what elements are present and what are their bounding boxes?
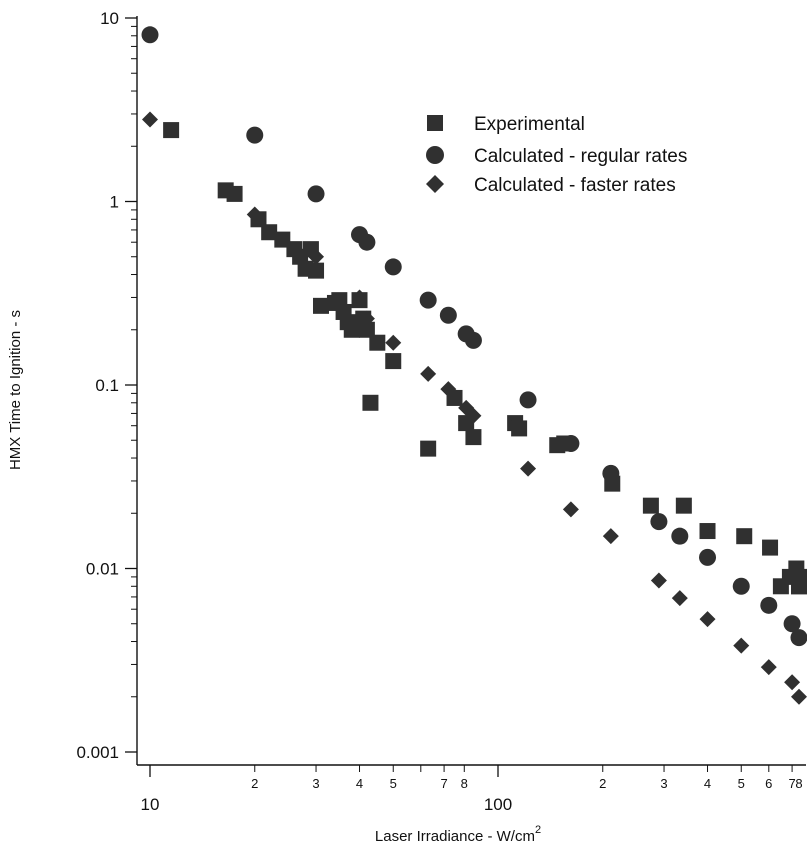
x-minor-tick-label: 4	[704, 776, 711, 791]
calculated-faster-rates-point	[246, 206, 263, 223]
calculated-faster-rates-point	[520, 460, 537, 477]
calculated-faster-rates-point	[142, 111, 158, 128]
x-minor-tick-label: 4	[356, 776, 363, 791]
legend: Experimental Calculated - regular rates …	[426, 114, 687, 196]
calculated-faster-rates-point	[358, 310, 375, 327]
calculated-regular-rates-point	[358, 233, 376, 251]
x-axis-title-main: Laser Irradiance - W/cm	[375, 828, 535, 845]
experimental-point	[511, 420, 528, 437]
axes	[136, 16, 806, 766]
y-axis-title: HMX Time to Ignition - s	[7, 310, 24, 470]
calculated-regular-rates-point	[732, 577, 750, 595]
x-minor-tick-label: 2	[599, 776, 606, 791]
experimental-point	[261, 224, 278, 241]
calculated-faster-rates-point	[420, 365, 437, 382]
experimental-point	[699, 523, 716, 540]
x-minor-tick-label: 8	[795, 776, 802, 791]
experimental-point	[465, 429, 482, 446]
calculated-faster-rates-point	[671, 590, 688, 607]
x-minor-tick-label: 7	[788, 776, 795, 791]
calculated-regular-rates-point	[790, 629, 807, 647]
x-minor-tick-label: 8	[461, 776, 468, 791]
experimental-point	[274, 231, 291, 248]
experimental-point	[736, 528, 753, 545]
legend-label-calculated-regular: Calculated - regular rates	[474, 146, 687, 167]
calculated-regular-rates-point	[246, 126, 264, 144]
calculated-faster-rates-point	[699, 611, 716, 628]
calculated-regular-rates-point	[307, 185, 325, 203]
y-ticks: 10 1 0.1 0.01 0.001	[76, 9, 137, 762]
experimental-point	[358, 321, 375, 338]
calculated-regular-rates-point	[141, 26, 159, 44]
experimental-point	[675, 497, 692, 514]
calculated-regular-rates-point	[439, 306, 457, 324]
x-minor-tick-label: 6	[765, 776, 772, 791]
calculated-faster-rates-point	[351, 289, 368, 306]
calculated-regular-rates-point	[464, 331, 482, 349]
x-axis-title: Laser Irradiance - W/cm2	[375, 824, 541, 845]
calculated-regular-rates-point	[419, 291, 437, 309]
legend-label-experimental: Experimental	[474, 114, 585, 135]
legend-marker-calculated-regular	[426, 146, 444, 164]
y-tick-label: 0.1	[95, 376, 119, 395]
calculated-regular-rates-point	[602, 464, 620, 482]
experimental-point	[791, 578, 807, 595]
calculated-regular-rates-point	[650, 513, 668, 531]
calculated-regular-rates-point	[783, 615, 801, 633]
x-major-tick-label: 10	[141, 795, 160, 814]
calculated-faster-rates-point	[791, 688, 807, 705]
calculated-faster-rates-point	[784, 674, 801, 691]
y-tick-label: 0.01	[86, 560, 119, 579]
y-tick-label: 0.001	[76, 743, 119, 762]
x-minor-tick-label: 3	[312, 776, 319, 791]
calculated-regular-rates-point	[760, 596, 778, 614]
experimental-point	[762, 539, 779, 556]
y-tick-label: 10	[100, 9, 119, 28]
legend-label-calculated-faster: Calculated - faster rates	[474, 175, 676, 196]
legend-marker-experimental	[427, 115, 443, 131]
legend-marker-calculated-faster	[426, 175, 444, 193]
calculated-regular-rates-point	[671, 527, 689, 545]
x-minor-tick-label: 5	[738, 776, 745, 791]
x-minor-tick-label: 2	[251, 776, 258, 791]
calculated-faster-rates-point	[602, 528, 619, 545]
experimental-point	[308, 262, 325, 279]
calculated-faster-rates-point	[760, 659, 777, 676]
calculated-faster-rates-point	[440, 381, 457, 398]
calculated-faster-rates-point	[385, 334, 402, 351]
calculated-regular-rates-point	[384, 258, 402, 276]
calculated-faster-rates-point	[650, 572, 667, 589]
calculated-regular-rates-point	[562, 434, 580, 452]
data-marks	[141, 26, 807, 705]
experimental-point	[642, 497, 659, 514]
experimental-point	[385, 353, 402, 370]
calculated-regular-rates-point	[699, 548, 717, 566]
x-major-tick-label: 100	[484, 795, 512, 814]
calculated-regular-rates-point	[519, 391, 537, 409]
x-minor-tick-label: 3	[660, 776, 667, 791]
experimental-point	[369, 334, 386, 351]
experimental-point	[420, 440, 437, 457]
experimental-point	[226, 185, 243, 202]
x-axis-title-superscript: 2	[535, 824, 541, 836]
calculated-faster-rates-point	[308, 248, 325, 265]
experimental-point	[362, 394, 379, 411]
calculated-faster-rates-point	[562, 501, 579, 518]
calculated-faster-rates-point	[465, 407, 482, 424]
calculated-faster-rates-point	[733, 637, 750, 654]
experimental-point	[312, 297, 329, 314]
y-tick-label: 1	[110, 193, 119, 212]
x-minor-tick-label: 7	[440, 776, 447, 791]
experimental-point	[163, 122, 180, 139]
x-minor-tick-label: 5	[390, 776, 397, 791]
